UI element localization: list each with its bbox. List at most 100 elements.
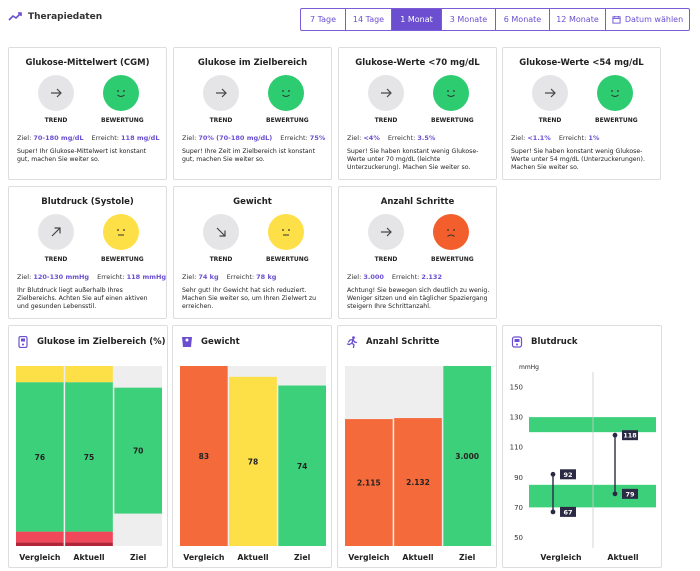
achieved-value: 1% [588,134,600,142]
goal-value: 70-180 mg/dL [33,134,84,142]
range-14-days-button[interactable]: 14 Tage [346,9,392,30]
goal-label: Ziel: [347,134,362,142]
choose-date-button[interactable]: Datum wählen [606,9,689,30]
kpi-card-title: Glukose-Mittelwert (CGM) [25,58,150,68]
weight-plot: 83 Vergleich 78 Aktuell 74 Ziel [180,366,326,562]
rating-label: BEWERTUNG [266,256,309,263]
trend-label: TREND [374,117,398,124]
kpi-card-title: Gewicht [233,197,272,207]
range-low-point [550,509,556,515]
goal-line: Ziel: 120-130 mmHg Erreicht: 118 mmHg [17,273,166,281]
rating-label: BEWERTUNG [595,117,638,124]
range-3-months-button[interactable]: 3 Monate [442,9,496,30]
range-value-box [622,430,638,441]
range-7-days-button[interactable]: 7 Tage [301,9,346,30]
range-1-month-button[interactable]: 1 Monat [392,9,442,30]
neutral-face-icon [117,229,125,236]
x-tick-label: Vergleich [540,553,581,562]
bar-segment [16,382,64,532]
chart-title: Glukose im Zielbereich (%) [37,337,166,347]
y-tick-label: 150 [510,384,523,392]
achieved-value: 2.132 [421,273,442,281]
range-value-label: 79 [625,490,635,498]
bar-segment [16,366,64,383]
x-tick-label: Vergleich [183,553,224,562]
trend-line-icon [8,12,22,21]
kpi-card-title: Glukose-Werte <54 mg/dL [519,58,644,68]
rating-indicator [433,214,469,250]
goal-line: Ziel: <4% Erreicht: 3.5% [347,134,435,142]
bar-segment [114,387,162,514]
y-tick-label: 130 [510,414,523,422]
steps-plot: 2.115 Vergleich 2.132 Aktuell 3.000 Ziel [345,366,491,562]
goal-value: <4% [363,134,380,142]
achieved-label: Erreicht: [226,273,255,281]
range-6-months-button[interactable]: 6 Monate [496,9,550,30]
x-tick-label: Aktuell [607,553,638,562]
x-tick-label: Ziel [130,553,147,562]
trend-label: TREND [44,256,68,263]
chart-header: Glukose im Zielbereich (%) [17,336,166,348]
range-value-label: 92 [563,471,572,479]
bar-segment [16,531,64,543]
x-tick-label: Aktuell [73,553,104,562]
kpi-card: Blutdruck (Systole) TREND BEWERTUNG Ziel: 1… [8,186,167,319]
y-tick-label: 70 [514,504,523,512]
achieved-label: Erreicht: [91,134,119,142]
range-low-point [612,491,618,497]
running-person-icon [346,336,358,348]
trend-indicator [532,75,568,111]
range-value-box [560,506,576,517]
bar-value-label: 2.115 [357,479,381,488]
trend-arrow-icon [51,88,62,98]
range-12-months-button[interactable]: 12 Monate [550,9,606,30]
kpi-card: Glukose-Mittelwert (CGM) TREND BEWERTUNG Zi… [8,47,167,180]
rating-indicator [268,214,304,250]
trend-arrow-icon [51,227,61,237]
kpi-message: Super! Ihre Zeit im Zielbereich ist kons… [182,148,316,164]
glucose-meter-icon [18,336,28,348]
bar-value-label: 75 [84,453,94,462]
achieved-value: 118 mmHg [126,273,167,281]
chart-steps: Anzahl Schritte 2.115 Vergleich 2.132 Aktue… [337,325,497,568]
goal-line: Ziel: <1.1% Erreicht: 1% [511,134,599,142]
chart-header: Blutdruck [511,336,578,348]
trend-indicator [203,214,239,250]
trend-indicator [368,75,404,111]
bar-value-label: 70 [133,447,143,456]
bar-value-label: 83 [199,452,209,461]
rating-indicator [103,214,139,250]
blood-pressure-plot: mmHg 50 70 90 110 130 150 92 67 Vergleich 118 79 Akt… [510,364,656,562]
kpi-card: Glukose im Zielbereich TREND BEWERTUNG Ziel… [173,47,332,180]
x-tick-label: Ziel [459,553,476,562]
achieved-label: Erreicht: [97,273,125,281]
kpi-card-title: Anzahl Schritte [380,197,455,207]
rating-indicator [597,75,633,111]
frown-icon [447,229,455,237]
bar-segment [16,542,64,546]
rating-indicator [103,75,139,111]
kpi-card-title: Glukose im Zielbereich [197,58,308,68]
trend-indicator [38,75,74,111]
bar-value-label: 76 [35,453,45,462]
range-value-label: 67 [563,508,572,516]
achieved-label: Erreicht: [558,134,587,142]
trend-arrow-icon [381,227,392,237]
bar [278,385,326,546]
range-high-point [612,432,618,438]
goal-line: Ziel: 70-180 mg/dL Erreicht: 118 mg/dL [17,134,159,142]
goal-label: Ziel: [511,134,526,142]
achieved-label: Erreicht: [280,134,308,142]
range-high-point [550,471,556,477]
rating-indicator [268,75,304,111]
page-title-text: Therapiedaten [28,12,103,22]
kpi-message: Super! Sie haben konstant wenig Glukose-… [511,148,645,172]
kpi-message: Ihr Blutdruck liegt außerhalb Ihres Ziel… [17,287,148,311]
smile-icon [282,90,290,97]
goal-label: Ziel: [347,273,362,281]
chart-title: Anzahl Schritte [366,337,440,347]
bar-segment [114,366,162,388]
kpi-message: Super! Sie haben konstant wenig Glukose-… [347,148,479,172]
glucose-in-range-plot: 76 Vergleich 75 Aktuell 70 Ziel [16,366,162,562]
kpi-card: Glukose-Werte <70 mg/dL TREND BEWERTUNG Zie… [338,47,497,180]
